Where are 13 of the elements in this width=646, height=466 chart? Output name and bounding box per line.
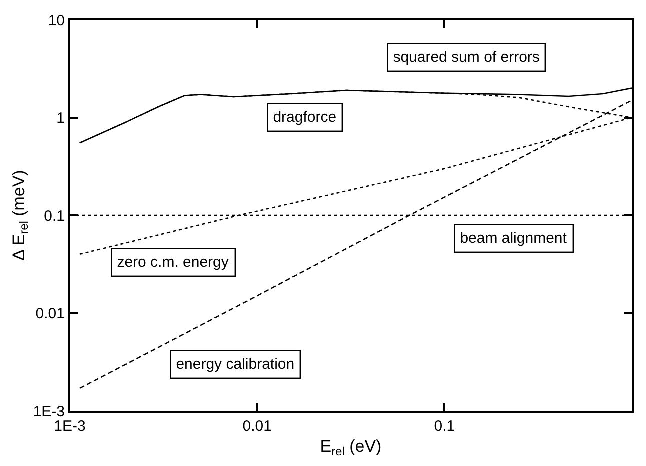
y-tick-label: 0.01 xyxy=(36,306,65,322)
x-tick-label: 0.01 xyxy=(242,418,272,435)
series-label: energy calibration xyxy=(176,356,295,374)
x-tick-label: 0.1 xyxy=(434,418,456,435)
series-label: dragforce xyxy=(273,109,337,126)
y-tick-label: 1 xyxy=(56,110,65,127)
x-axis-title: E$_{rel}$ (eV) xyxy=(320,436,382,458)
series-label: squared sum of errors xyxy=(393,49,540,66)
ref-line-label: beam alignment xyxy=(460,230,568,248)
y-tick-label: 1E-3 xyxy=(33,403,65,420)
y-tick-label: 10 xyxy=(48,12,65,30)
series-label: zero c.m. energy xyxy=(117,254,230,272)
y-tick-label: 0.1 xyxy=(44,208,65,225)
